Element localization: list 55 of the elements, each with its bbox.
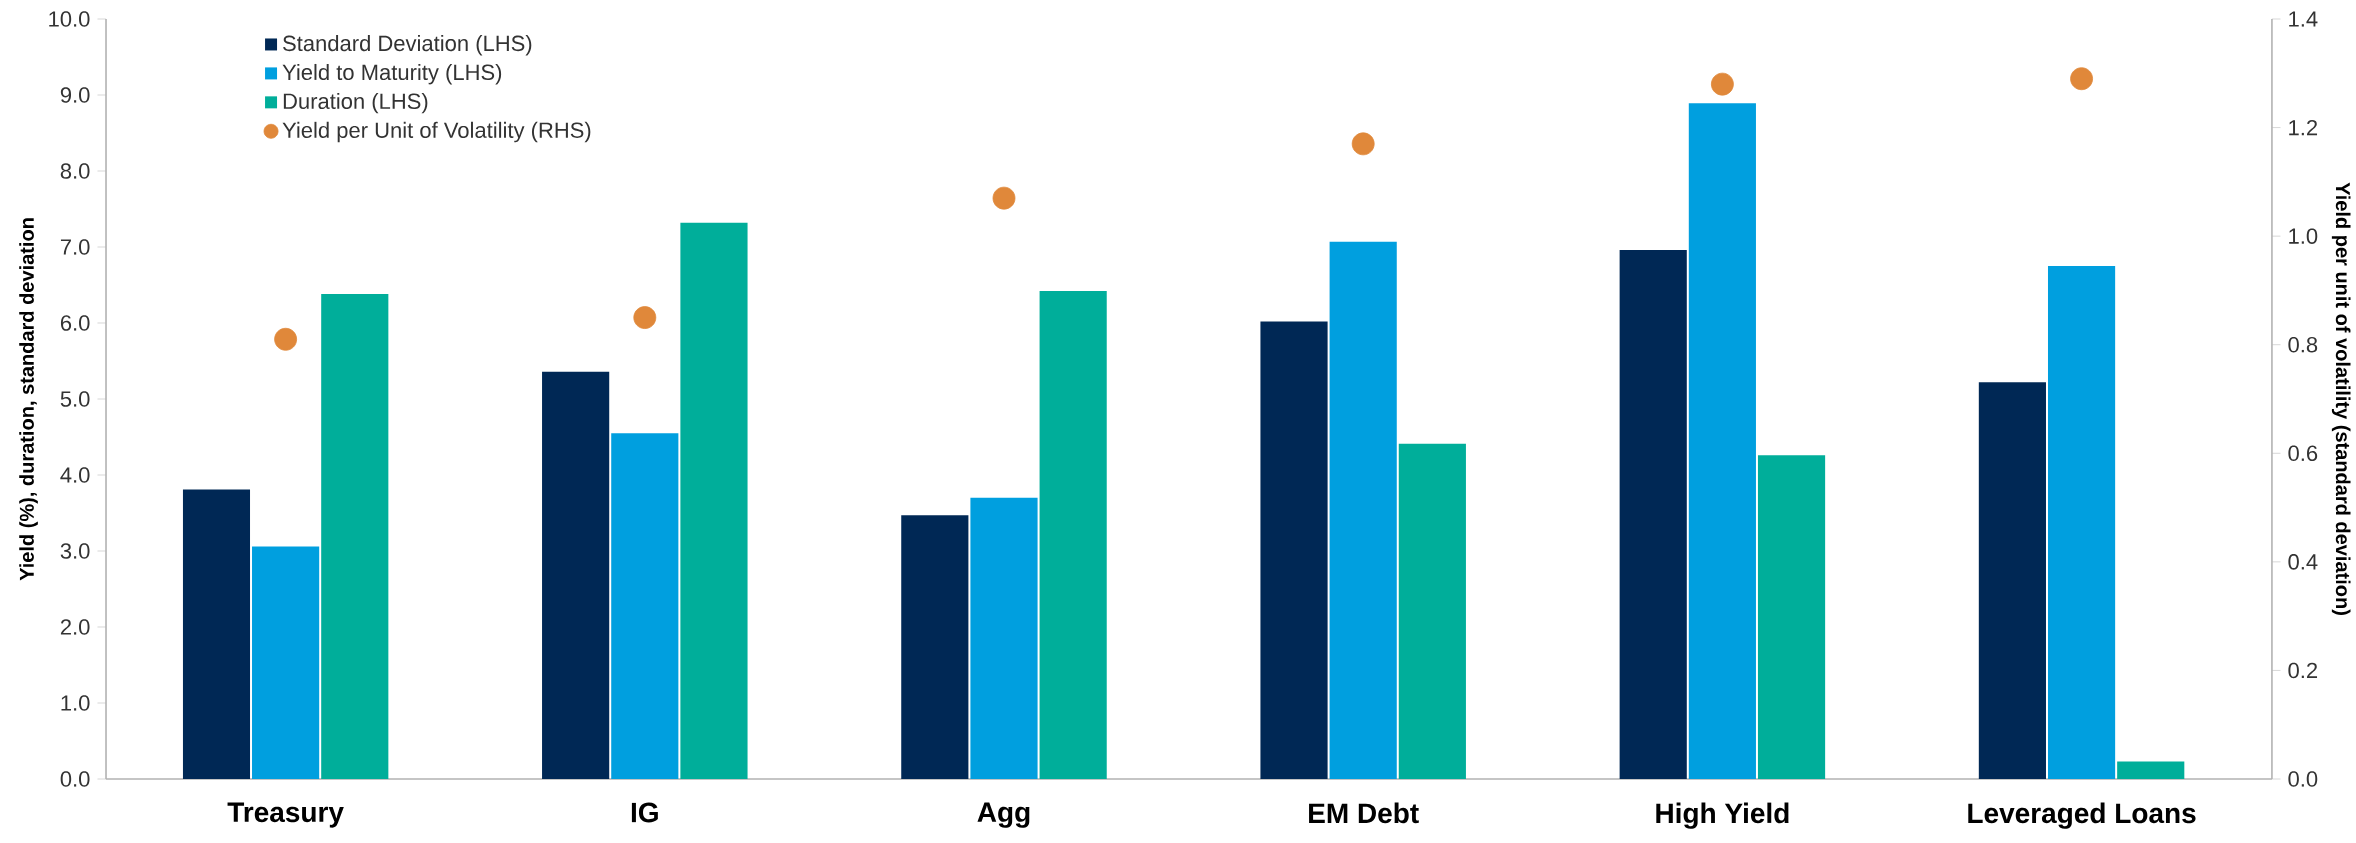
legend-label: Yield to Maturity (LHS) xyxy=(282,63,502,85)
bar xyxy=(1398,443,1466,779)
y2-tick-label: 0.2 xyxy=(2288,662,2318,679)
bar xyxy=(680,222,748,779)
y-tick-label: 0.0 xyxy=(60,771,90,787)
point xyxy=(2070,67,2093,91)
point xyxy=(274,327,298,351)
bar xyxy=(1619,250,1687,779)
bar xyxy=(1688,103,1756,779)
bar xyxy=(901,515,969,779)
point xyxy=(1710,72,1734,96)
bar xyxy=(611,433,679,779)
x-tick-label: EM Debt xyxy=(1309,802,1419,824)
point xyxy=(633,306,657,329)
bar xyxy=(970,497,1038,779)
x-tick-label: Agg xyxy=(977,802,1030,828)
legend-label: Standard Deviation (LHS) xyxy=(283,35,532,56)
x-tick-label: Treasury xyxy=(227,802,344,828)
y2-tick-label: 0.6 xyxy=(2288,445,2318,462)
y-tick-label: 3.0 xyxy=(60,543,90,559)
y-tick-label: 1.0 xyxy=(61,695,90,711)
y-tick-label: 6.0 xyxy=(60,315,90,331)
y-tick-label: 9.0 xyxy=(60,87,90,103)
y2-tick-label: 0.8 xyxy=(2288,336,2318,353)
y-tick-label: 2.0 xyxy=(60,619,90,635)
y2-tick-label: 0.0 xyxy=(2288,771,2318,787)
bar xyxy=(1329,241,1397,779)
y-tick-label: 10.0 xyxy=(49,11,90,27)
y-axis-title: Yield (%), duration, standard deviation xyxy=(19,218,38,581)
bar xyxy=(252,546,320,779)
bar xyxy=(182,489,251,779)
x-tick-label: High Yield xyxy=(1656,802,1789,829)
y-tick-label: 8.0 xyxy=(60,163,90,179)
bar xyxy=(1260,321,1328,779)
y-tick-label: 4.0 xyxy=(60,467,90,483)
y-tick-label: 5.0 xyxy=(60,391,90,407)
point xyxy=(992,186,1016,210)
x-tick-label: IG xyxy=(631,802,658,823)
bar xyxy=(321,294,389,779)
legend-label: Yield per Unit of Volatility (RHS) xyxy=(282,121,591,143)
y2-tick-label: 1.2 xyxy=(2289,119,2318,136)
x-tick-label: Leveraged Loans xyxy=(1968,802,2196,829)
y2-tick-label: 1.0 xyxy=(2289,228,2318,244)
y2-tick-label: 0.4 xyxy=(2288,554,2318,570)
bar xyxy=(1039,291,1107,779)
bar xyxy=(1757,455,1826,779)
y-tick-label: 7.0 xyxy=(60,239,90,255)
legend-label: Duration (LHS) xyxy=(283,92,428,114)
y2-axis-title: Yield per unit of volatility (standard deviation) xyxy=(2331,182,2351,615)
bar xyxy=(2047,266,2116,779)
bar xyxy=(2117,761,2185,779)
bar xyxy=(1978,382,2046,779)
bar xyxy=(542,371,610,779)
y2-tick-label: 1.4 xyxy=(2289,11,2318,27)
point xyxy=(1351,132,1375,156)
